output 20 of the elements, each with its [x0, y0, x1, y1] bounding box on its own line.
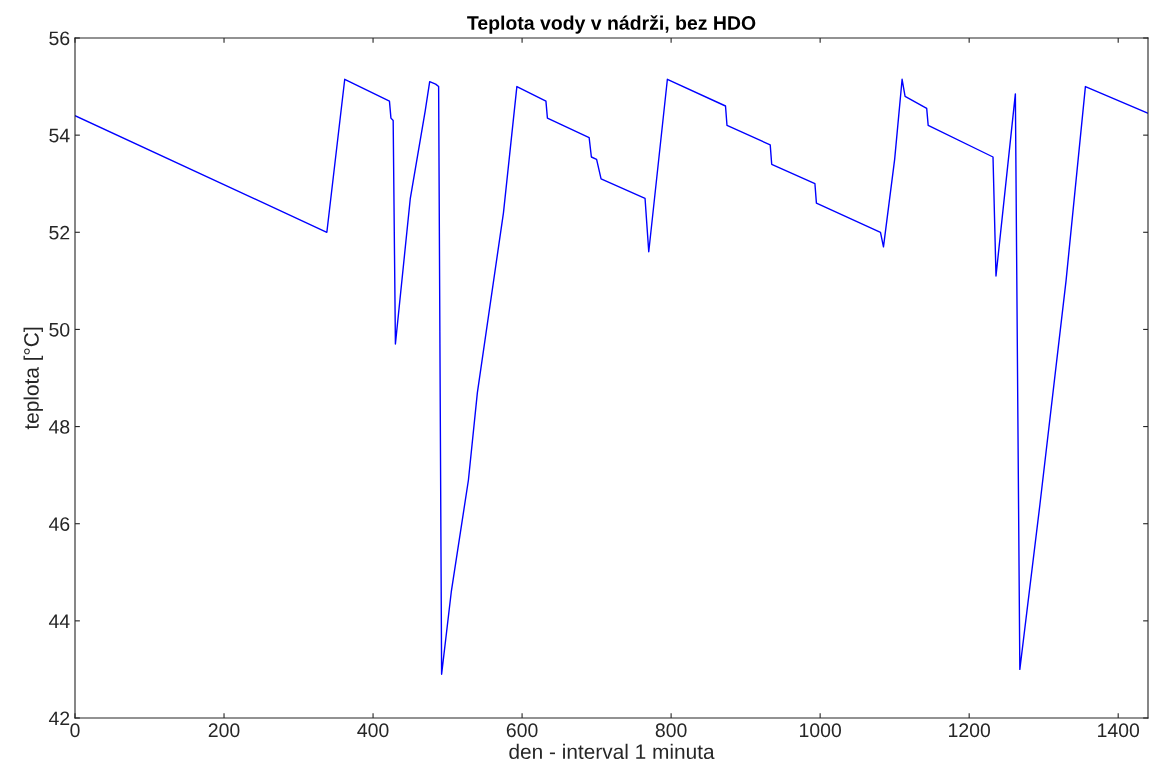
x-tick-label: 400: [357, 723, 389, 738]
x-tick-label: 200: [208, 723, 240, 738]
x-tick-label: 0: [70, 723, 80, 738]
y-tick-label: 50: [49, 322, 70, 337]
y-tick-label: 44: [48, 614, 70, 628]
x-tick-label: 600: [506, 723, 538, 738]
y-tick-label: 48: [48, 420, 70, 434]
chart-title: Teplota vody v nádrži, bez HDO: [467, 15, 756, 34]
y-tick-label: 42: [48, 711, 70, 726]
y-tick-label: 56: [49, 31, 70, 46]
y-tick-label: 54: [49, 128, 70, 143]
x-tick-label: 1000: [800, 723, 842, 738]
x-tick-label: 800: [655, 723, 687, 738]
y-tick-label: 46: [48, 517, 70, 531]
y-axis-title: teplota [°C]: [23, 327, 43, 430]
y-tick-label: 52: [49, 225, 70, 240]
x-tick-label: 1200: [949, 723, 991, 738]
x-axis-title: den - interval 1 minuta: [509, 743, 715, 760]
x-tick-label: 1400: [1098, 723, 1140, 738]
line-series: [75, 78, 1148, 675]
